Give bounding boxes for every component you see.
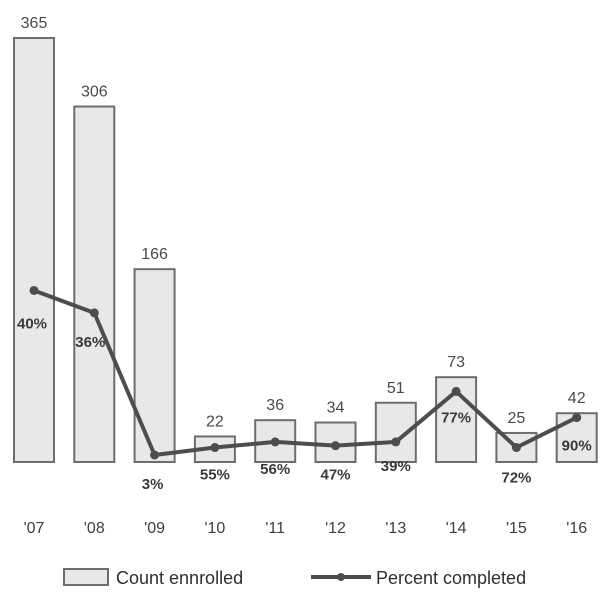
percent-point-4 [270,437,280,447]
bar-value-label-9: 42 [568,390,586,407]
percent-label-0: 40% [17,315,47,332]
percent-label-3: 55% [200,467,230,484]
bar-value-label-5: 34 [327,400,345,417]
percent-point-6 [391,437,401,447]
bar-value-label-0: 365 [21,15,48,32]
x-tick-label-1: '08 [84,520,105,537]
percent-label-1: 36% [75,334,105,351]
bar-0 [13,37,55,463]
percent-label-6: 39% [381,458,411,475]
x-tick-label-0: '07 [24,520,45,537]
legend: Count ennrolled Percent completed [63,568,526,588]
percent-labels: 40% 36% 3% 55% 56% 47% 39% 77% 72% 90% [17,315,592,493]
legend-bar-swatch [63,568,109,586]
percent-point-0 [29,285,39,295]
percent-label-5: 47% [320,467,350,484]
x-tick-label-3: '10 [204,520,225,537]
legend-line-point [337,573,345,581]
bar-value-label-2: 166 [141,246,168,263]
x-axis-labels: '07 '08 '09 '10 '11 '12 '13 '14 '15 '16 [24,520,588,537]
percent-label-2: 3% [142,476,164,493]
x-tick-label-8: '15 [506,520,527,537]
percent-label-7: 77% [441,409,471,426]
bar-value-label-4: 36 [266,397,284,414]
percent-point-2 [150,450,160,460]
bar-value-label-8: 25 [508,410,526,427]
x-tick-label-7: '14 [446,520,467,537]
bar-value-label-7: 73 [447,354,465,371]
x-tick-label-6: '13 [385,520,406,537]
percent-point-3 [210,443,220,453]
x-tick-label-5: '12 [325,520,346,537]
percent-point-9 [572,413,582,423]
bar-1 [73,105,116,463]
percent-label-8: 72% [501,470,531,487]
percent-completed-line [32,288,579,457]
percent-point-8 [511,443,521,453]
bar-value-label-3: 22 [206,413,224,430]
x-tick-label-2: '09 [144,520,165,537]
bar-2 [133,268,176,463]
x-tick-label-4: '11 [265,520,285,537]
bars-layer [13,37,598,464]
bar-7 [435,376,478,464]
percent-label-4: 56% [260,461,290,478]
bar-value-label-6: 51 [387,380,405,397]
percent-label-9: 90% [562,438,592,455]
x-tick-label-9: '16 [566,520,587,537]
bar-value-label-1: 306 [81,84,108,101]
percent-point-7 [451,386,461,396]
bar-value-labels: 365 306 166 22 36 34 51 73 25 42 [21,15,586,430]
percent-point-1 [89,308,99,318]
legend-line-label: Percent completed [376,568,526,588]
percent-line-layer [29,285,582,460]
legend-bar-label: Count ennrolled [116,568,243,588]
percent-point-5 [331,441,340,451]
